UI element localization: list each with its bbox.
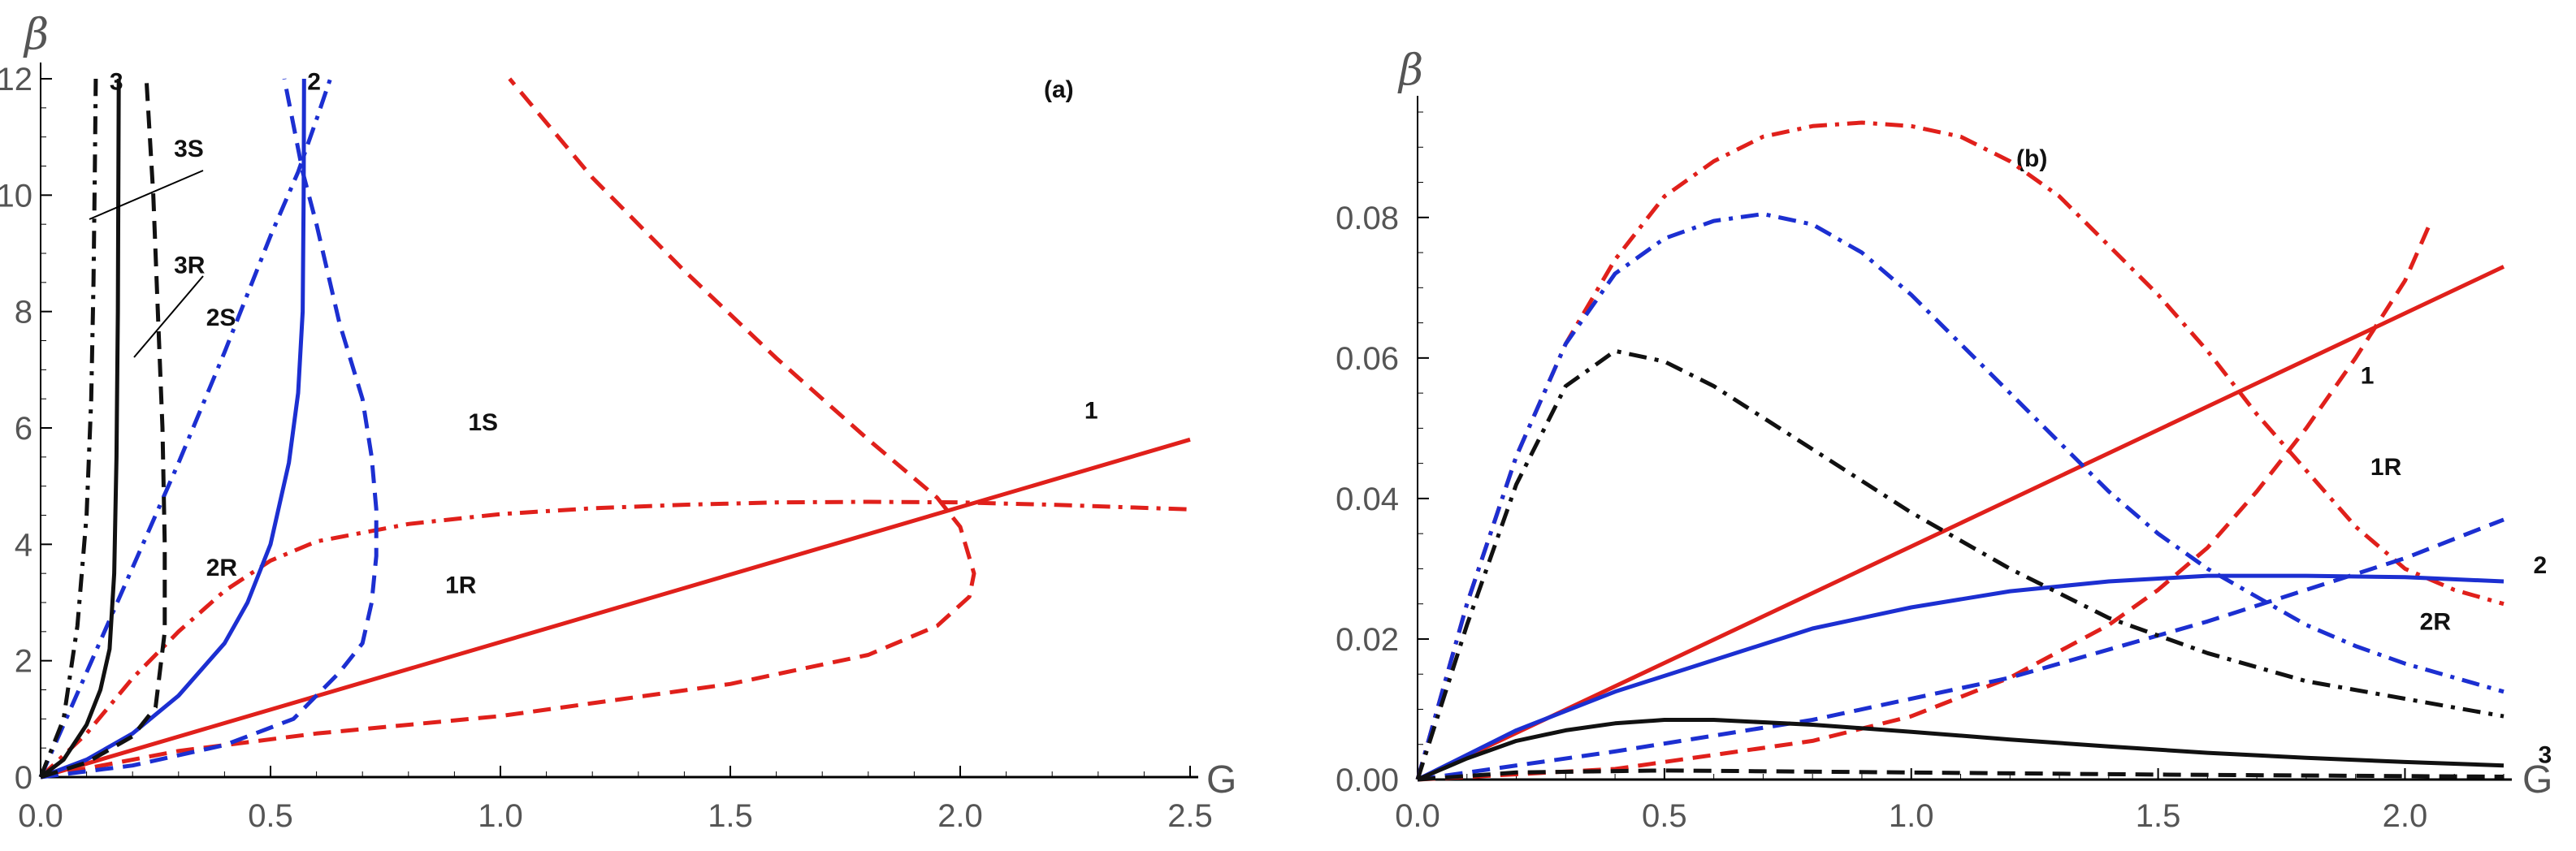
panel-b-annotation: 2R (2420, 608, 2452, 635)
panel-a-annotation: 2S (206, 305, 236, 331)
panel-b-annotation: 2 (2533, 552, 2547, 579)
panel-b-series-red-dashed (1417, 223, 2432, 782)
panel-b-annotation: 3 (2539, 742, 2552, 769)
panel-b-plot-area: 0.0 0.5 1.0 1.5 2.0 0.00 0.02 0.04 0.06 0.08 β G (b)… (1336, 46, 2552, 834)
panel-b-x-tick-label: 0.5 (1642, 798, 1687, 834)
panel-a-x-axis-label: G (1206, 758, 1236, 801)
panel-b-tag: (b) (2016, 145, 2047, 172)
panel-a-series-red-dashdot (39, 499, 1191, 779)
panel-a-annotation: 2R (206, 555, 238, 581)
panel-b-x-tick-label: 0.0 (1395, 798, 1440, 834)
panel-a-x-tick-label: 2.5 (1167, 798, 1213, 834)
panel-b-series-blue-solid (1416, 573, 2505, 782)
panel-a-y-tick-label: 2 (15, 644, 32, 680)
panel-a-y-axis-label: β (23, 11, 49, 59)
panel-b-annotation: 1R (2370, 454, 2402, 481)
panel-b-series-blue-dashed (1417, 517, 2505, 782)
panel-a-annotation: 3R (174, 252, 206, 279)
panel-a-annotation: 3S (174, 136, 204, 162)
panel-b-annotation: 1 (2361, 362, 2375, 389)
panel-a-series-red-dashed (40, 77, 976, 780)
panel-a-y-tick-label: 4 (15, 527, 32, 563)
panel-a-y-tick-label: 8 (15, 295, 32, 330)
panel-a-series-blue-dashdot (38, 78, 332, 779)
panel-a-annotation: 3 (110, 69, 123, 96)
panel-a-x-tick-label: 1.0 (478, 798, 523, 834)
panel-b-x-tick-label: 1.5 (2136, 798, 2181, 834)
panel-b-y-tick-label: 0.00 (1336, 762, 1399, 798)
panel-b-y-tick-label: 0.04 (1336, 482, 1399, 517)
panel-b-series-red-solid (1416, 265, 2505, 782)
panel-b-y-tick-label: 0.06 (1336, 341, 1399, 377)
panel-b-series-red-dashdot (1415, 120, 2505, 780)
panel-a-series-red-solid (40, 437, 1191, 780)
panel-a-y-tick-label: 10 (0, 178, 32, 214)
panel-b-series-black-dashdot (1415, 348, 2505, 780)
panel-a-annotation: 1R (445, 572, 477, 599)
panel-a-x-tick-label: 0.5 (248, 798, 293, 834)
panel-a-annotation: 1S (468, 409, 498, 436)
panel-b-series-black-solid (1417, 718, 2505, 782)
panel-b-y-tick-label: 0.08 (1336, 201, 1399, 236)
panel-a-series-black-dashed (40, 78, 167, 780)
panel-b-x-axis-label: G (2522, 758, 2552, 801)
panel-a-annotation: 2 (307, 69, 321, 96)
panel-b-x-tick-label: 1.0 (1889, 798, 1934, 834)
panel-a-annotation: 1 (1085, 398, 1098, 425)
panel-b-series-black-dashed (1417, 768, 2505, 782)
panel-a-series-blue-dashed (40, 78, 379, 780)
panel-b-x-tick-label: 2.0 (2383, 798, 2428, 834)
panel-a-series-blue-solid (40, 78, 306, 780)
panel-a-x-tick-label: 1.5 (708, 798, 753, 834)
panel-b-series-blue-dashdot (1415, 212, 2505, 780)
panel-b-y-axis-label: β (1397, 46, 1423, 95)
panel-a-x-tick-label: 0.0 (18, 798, 63, 834)
panel-a-tag: (a) (1044, 76, 1074, 103)
panel-a-series-black-dashdot (38, 78, 98, 778)
panel-a-plot-area: 0.0 0.5 1.0 1.5 2.0 2.5 0 2 4 6 8 10 12β G (a) 3 2 3S 3R2S… (0, 11, 1236, 834)
panel-a-y-tick-label: 6 (15, 411, 32, 447)
panel-a-x-tick-label: 2.0 (937, 798, 983, 834)
panel-a-y-tick-label: 0 (15, 760, 32, 796)
panel-a-series-black-solid (39, 78, 121, 779)
panel-a-y-tick-label: 12 (0, 62, 32, 97)
panel-b-y-tick-label: 0.02 (1336, 622, 1399, 658)
panel-a-leader-3s (89, 170, 204, 220)
panel-a-leader-3r (133, 275, 204, 358)
